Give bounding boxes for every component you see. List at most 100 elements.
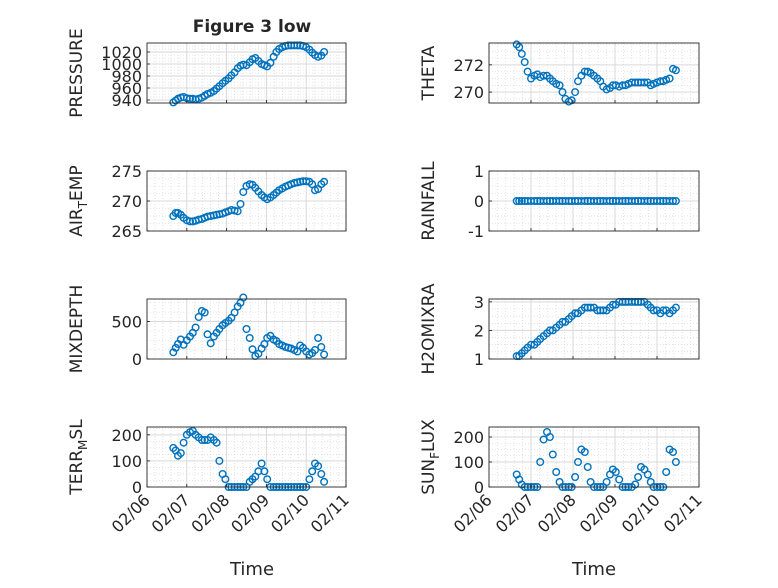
data-point bbox=[515, 196, 524, 205]
x-axis-label-left: Time bbox=[229, 559, 274, 580]
data-point bbox=[593, 196, 602, 205]
data-point bbox=[545, 326, 554, 335]
y-tick-label: 0 bbox=[132, 350, 142, 369]
data-point bbox=[548, 450, 557, 459]
data-point bbox=[662, 468, 671, 477]
y-tick-label: 272 bbox=[453, 56, 484, 75]
data-point bbox=[555, 81, 564, 90]
data-point bbox=[212, 438, 221, 447]
y-tick-label: 100 bbox=[453, 453, 484, 472]
data-point bbox=[248, 345, 257, 354]
axes-box bbox=[146, 298, 347, 360]
axes-box bbox=[488, 426, 700, 488]
data-point bbox=[649, 306, 658, 315]
y-tick-label: 980 bbox=[111, 67, 142, 86]
data-point bbox=[571, 88, 580, 97]
data-point bbox=[320, 177, 329, 186]
data-point bbox=[643, 196, 652, 205]
y-tick-label: 2 bbox=[474, 321, 484, 340]
data-point bbox=[536, 458, 545, 467]
data-point bbox=[527, 340, 536, 349]
y-tick-label: 200 bbox=[111, 426, 142, 445]
y-axis-label: H2OMIXRA bbox=[419, 283, 439, 374]
y-axis-label: THETA bbox=[419, 45, 439, 101]
y-tick-label: 1020 bbox=[101, 43, 142, 62]
data-point bbox=[574, 458, 583, 467]
plot-area bbox=[489, 427, 699, 487]
plot-area bbox=[147, 427, 346, 487]
data-point bbox=[191, 323, 200, 332]
data-point bbox=[320, 477, 329, 486]
data-point bbox=[574, 77, 583, 86]
data-point bbox=[558, 317, 567, 326]
y-tick-label: 270 bbox=[111, 192, 142, 211]
data-point bbox=[263, 475, 272, 484]
data-point bbox=[169, 348, 178, 357]
data-point bbox=[615, 475, 624, 484]
x-tick-label: 02/08 bbox=[534, 490, 580, 536]
x-tick-label: 02/11 bbox=[660, 490, 706, 536]
axes-box bbox=[488, 298, 700, 360]
data-point bbox=[197, 436, 206, 445]
y-tick-label: 0 bbox=[474, 192, 484, 211]
data-point bbox=[586, 303, 595, 312]
x-tick-label: 02/06 bbox=[108, 490, 154, 536]
data-point bbox=[171, 208, 180, 217]
data-point bbox=[320, 350, 329, 359]
data-point bbox=[567, 96, 576, 105]
data-point bbox=[571, 309, 580, 318]
subplot-4: -1 0 1 RAINFALL bbox=[419, 161, 700, 241]
data-point bbox=[599, 306, 608, 315]
data-point bbox=[593, 306, 602, 315]
y-tick-label: 1000 bbox=[101, 55, 142, 74]
y-tick-label: 0 bbox=[132, 478, 142, 497]
data-point bbox=[631, 480, 640, 489]
subplot-2: 270 272 THETA bbox=[419, 40, 700, 106]
axes-box bbox=[488, 42, 700, 104]
data-point bbox=[311, 346, 320, 355]
y-axis-label: MIXDEPTH bbox=[67, 285, 87, 374]
data-point bbox=[302, 177, 311, 186]
data-point bbox=[236, 199, 245, 208]
data-point bbox=[665, 74, 674, 83]
x-tick-label: 02/10 bbox=[618, 490, 664, 536]
y-tick-label: 1 bbox=[474, 350, 484, 369]
data-point bbox=[194, 313, 203, 322]
data-point bbox=[580, 448, 589, 457]
y-tick-label: 270 bbox=[453, 83, 484, 102]
data-point bbox=[239, 187, 248, 196]
data-point bbox=[643, 470, 652, 479]
x-tick-label: 02/10 bbox=[267, 490, 313, 536]
data-point bbox=[571, 473, 580, 482]
data-point bbox=[242, 325, 251, 334]
data-point bbox=[230, 206, 239, 215]
data-point bbox=[634, 473, 643, 482]
x-tick-label: 02/06 bbox=[450, 490, 496, 536]
y-tick-label: -1 bbox=[468, 222, 484, 241]
y-axis-label: SUNFLUX bbox=[419, 419, 442, 495]
data-point bbox=[179, 438, 188, 447]
y-axis-label: AIRTEMP bbox=[67, 165, 90, 236]
data-point bbox=[555, 196, 564, 205]
data-point bbox=[631, 78, 640, 87]
x-tick-label: 02/11 bbox=[307, 490, 353, 536]
data-point bbox=[515, 43, 524, 52]
data-point bbox=[293, 41, 302, 50]
data-point bbox=[314, 462, 323, 471]
data-point bbox=[305, 475, 314, 484]
data-point bbox=[314, 334, 323, 343]
data-point bbox=[671, 196, 680, 205]
subplot-3: 265 270 275 AIRTEMP bbox=[67, 162, 347, 241]
data-point bbox=[580, 196, 589, 205]
subplot-6: 1 2 3 H2OMIXRA bbox=[419, 283, 700, 375]
data-point bbox=[608, 300, 617, 309]
data-point bbox=[317, 470, 326, 479]
data-point bbox=[606, 196, 615, 205]
x-tick-label: 02/09 bbox=[227, 490, 273, 536]
data-point bbox=[552, 468, 561, 477]
